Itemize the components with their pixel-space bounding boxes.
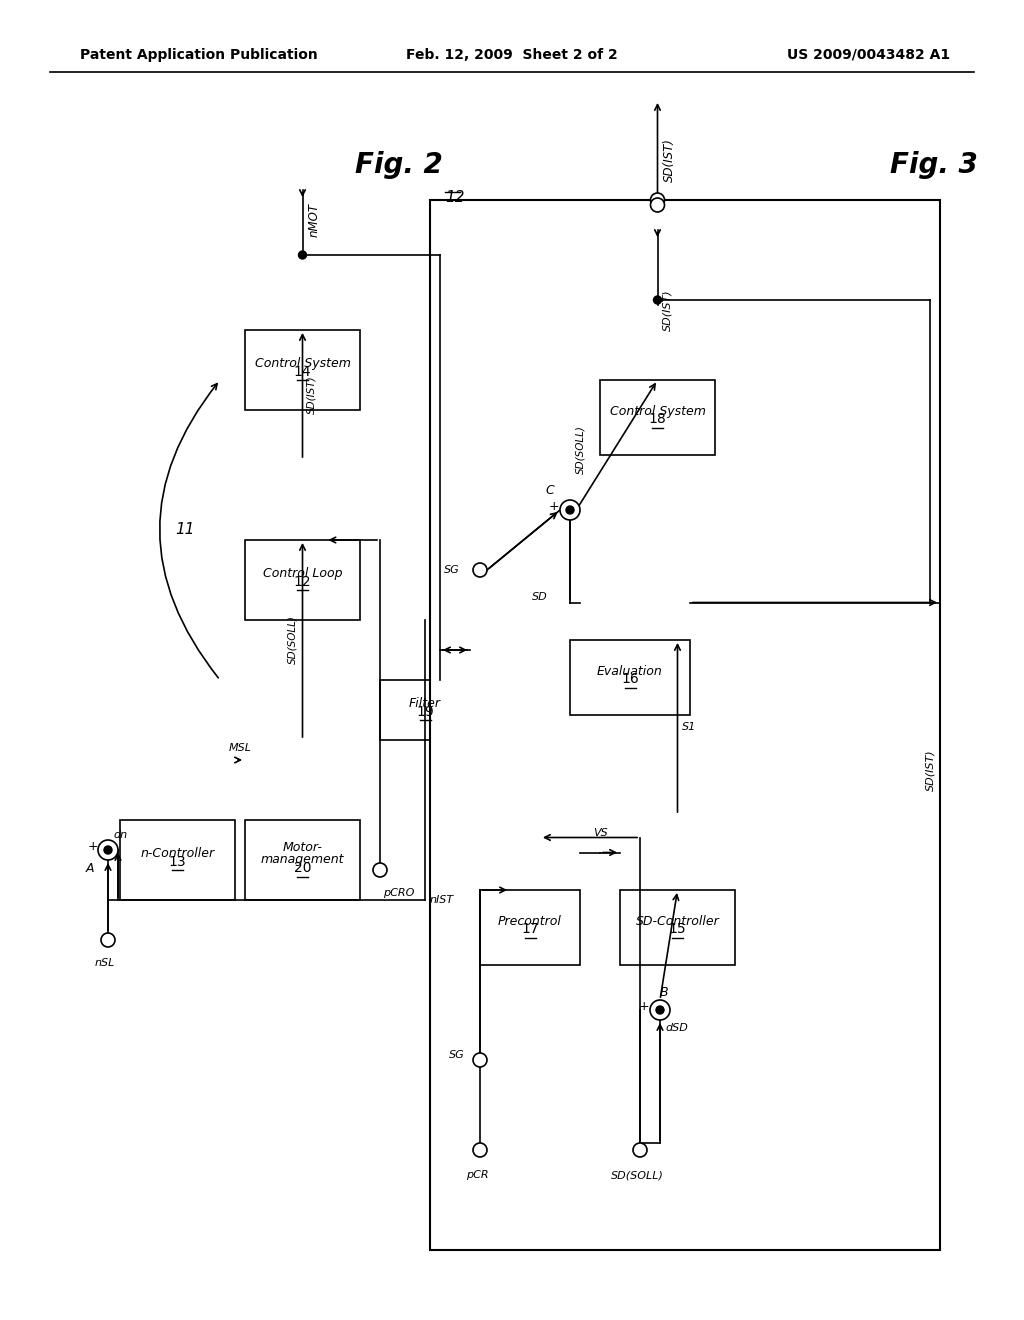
Text: Control System: Control System	[609, 405, 706, 417]
Text: SD(SOLL): SD(SOLL)	[610, 1170, 664, 1180]
Text: Control Loop: Control Loop	[263, 568, 342, 581]
Text: management: management	[261, 854, 344, 866]
FancyBboxPatch shape	[620, 890, 735, 965]
Text: Evaluation: Evaluation	[597, 665, 663, 677]
Text: 14: 14	[294, 364, 311, 379]
Circle shape	[650, 198, 665, 213]
Text: dSD: dSD	[665, 1023, 688, 1034]
FancyBboxPatch shape	[120, 820, 234, 900]
Text: SD(SOLL): SD(SOLL)	[288, 615, 298, 664]
Text: n-Controller: n-Controller	[140, 847, 215, 861]
FancyBboxPatch shape	[430, 201, 940, 1250]
Circle shape	[473, 564, 487, 577]
Text: +: +	[88, 840, 98, 853]
Circle shape	[650, 1001, 670, 1020]
Text: SG: SG	[444, 565, 460, 576]
Text: VS: VS	[593, 828, 607, 837]
Circle shape	[98, 840, 118, 861]
FancyBboxPatch shape	[380, 680, 470, 741]
Text: 15: 15	[669, 923, 686, 936]
Text: 18: 18	[648, 412, 667, 426]
Text: Precontrol: Precontrol	[498, 915, 562, 928]
Text: C: C	[546, 483, 554, 496]
Text: SD(IST): SD(IST)	[663, 289, 673, 331]
Text: SD(IST): SD(IST)	[306, 376, 316, 414]
Text: B: B	[659, 986, 669, 998]
Text: 13: 13	[169, 855, 186, 869]
Circle shape	[299, 251, 306, 259]
Text: 12: 12	[294, 574, 311, 589]
Text: Feb. 12, 2009  Sheet 2 of 2: Feb. 12, 2009 Sheet 2 of 2	[407, 48, 617, 62]
Circle shape	[560, 500, 580, 520]
Text: US 2009/0043482 A1: US 2009/0043482 A1	[786, 48, 950, 62]
Text: SG: SG	[450, 1049, 465, 1060]
Text: A: A	[86, 862, 94, 874]
Circle shape	[473, 1143, 487, 1158]
Circle shape	[633, 1143, 647, 1158]
Text: +: +	[549, 499, 559, 512]
Text: pCR: pCR	[466, 1170, 488, 1180]
Circle shape	[473, 1053, 487, 1067]
Circle shape	[104, 846, 112, 854]
Text: dn: dn	[113, 830, 127, 840]
FancyBboxPatch shape	[600, 380, 715, 455]
Text: nMOT: nMOT	[307, 203, 321, 238]
Text: S1: S1	[682, 722, 695, 733]
Circle shape	[653, 296, 662, 304]
Text: SD: SD	[532, 593, 548, 602]
Circle shape	[101, 933, 115, 946]
Text: Control System: Control System	[255, 358, 350, 370]
FancyBboxPatch shape	[480, 890, 580, 965]
Text: nIST: nIST	[430, 895, 454, 906]
Text: Patent Application Publication: Patent Application Publication	[80, 48, 317, 62]
Text: 19: 19	[416, 705, 434, 719]
FancyBboxPatch shape	[245, 330, 360, 411]
Text: nSL: nSL	[95, 958, 115, 968]
Text: pCRO: pCRO	[383, 888, 415, 898]
Text: Fig. 2: Fig. 2	[355, 150, 442, 180]
Text: SD-Controller: SD-Controller	[636, 915, 720, 928]
FancyBboxPatch shape	[570, 640, 690, 715]
Text: 16: 16	[622, 672, 639, 686]
Text: 11: 11	[175, 523, 195, 537]
Text: MSL: MSL	[228, 743, 252, 752]
Text: 17: 17	[521, 923, 539, 936]
FancyBboxPatch shape	[245, 540, 360, 620]
Text: SD(IST): SD(IST)	[663, 139, 676, 182]
Circle shape	[656, 1006, 664, 1014]
Text: +: +	[639, 999, 649, 1012]
Text: Motor-: Motor-	[283, 841, 323, 854]
Circle shape	[373, 863, 387, 876]
Text: SD(SOLL): SD(SOLL)	[575, 425, 585, 474]
FancyBboxPatch shape	[245, 820, 360, 900]
Text: Fig. 3: Fig. 3	[890, 150, 978, 180]
Circle shape	[566, 506, 574, 513]
Text: 12: 12	[445, 190, 465, 205]
Circle shape	[650, 193, 665, 207]
Text: Filter: Filter	[409, 697, 441, 710]
Text: SD(IST): SD(IST)	[925, 750, 935, 791]
Text: 20: 20	[294, 861, 311, 875]
